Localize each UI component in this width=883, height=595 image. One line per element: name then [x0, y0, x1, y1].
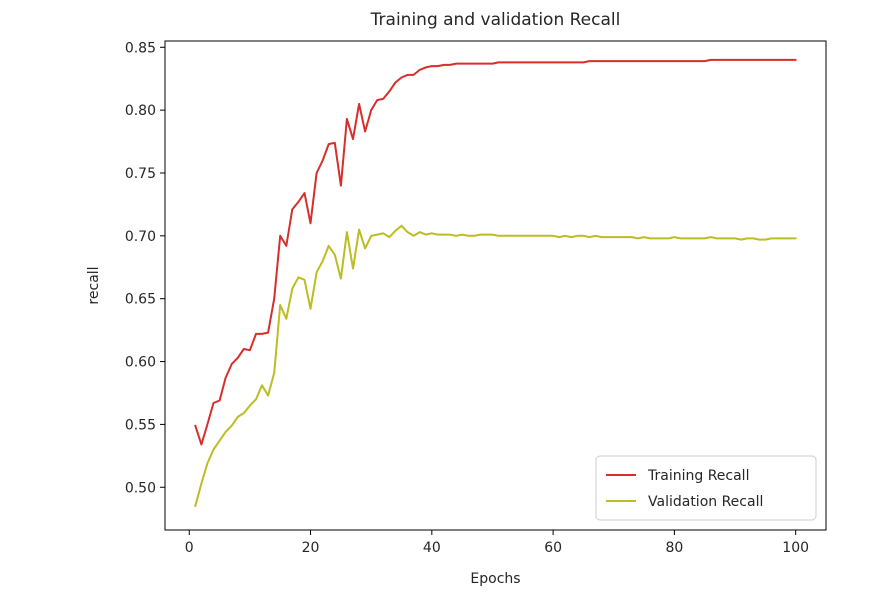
x-tick-label: 80	[665, 540, 683, 556]
y-tick-label: 0.60	[125, 355, 156, 371]
x-tick-label: 20	[302, 540, 320, 556]
x-tick-label: 0	[185, 540, 194, 556]
x-tick-label: 100	[782, 540, 809, 556]
legend: Training Recall Validation Recall	[595, 455, 817, 521]
series-layer	[194, 58, 797, 508]
y-tick-label: 0.50	[125, 480, 156, 496]
series-line-training-recall	[194, 58, 797, 446]
plot-area-frame	[164, 40, 827, 531]
series-line-validation-recall	[194, 224, 797, 508]
chart-title: Training and validation Recall	[370, 10, 621, 30]
y-tick-label: 0.55	[125, 417, 156, 433]
y-tick-label: 0.80	[125, 103, 156, 119]
axes-layer: 0 20 40 60 80 100 0.50 0.55 0.60 0.65 0.70 0.75 0.80…	[125, 40, 809, 556]
x-tick-label: 40	[423, 540, 441, 556]
y-tick-label: 0.70	[125, 229, 156, 245]
y-tick-label: 0.75	[125, 166, 156, 182]
legend-box	[595, 455, 817, 521]
x-axis-label: Epochs	[470, 571, 520, 587]
y-axis-label: recall	[86, 266, 102, 304]
legend-entry-label: Validation Recall	[648, 494, 763, 510]
y-tick-label: 0.85	[125, 40, 156, 56]
legend-entry-label: Training Recall	[647, 468, 749, 484]
x-tick-label: 60	[544, 540, 562, 556]
y-tick-label: 0.65	[125, 292, 156, 308]
